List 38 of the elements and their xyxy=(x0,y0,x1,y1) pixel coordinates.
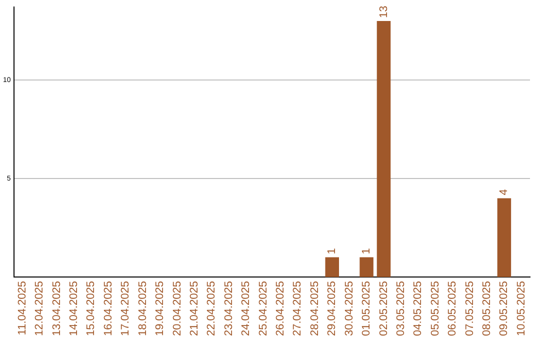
x-tick-label: 23.04.2025 xyxy=(222,280,235,336)
x-tick-label: 01.05.2025 xyxy=(360,280,373,336)
x-tick-label: 15.04.2025 xyxy=(85,280,98,336)
data-label: 4 xyxy=(498,189,510,196)
data-label: 1 xyxy=(326,248,338,254)
bar xyxy=(376,20,391,277)
x-tick-label: 25.04.2025 xyxy=(257,280,270,336)
x-tick-label: 02.05.2025 xyxy=(378,280,390,336)
x-tick-label: 16.04.2025 xyxy=(102,280,114,336)
x-tick-label: 17.04.2025 xyxy=(120,280,132,336)
bar xyxy=(325,257,339,277)
x-tick-label: 04.05.2025 xyxy=(412,280,424,336)
x-tick-label: 19.04.2025 xyxy=(154,280,166,336)
x-tick-label: 11.04.2025 xyxy=(16,280,28,336)
x-tick-label: 20.04.2025 xyxy=(171,280,184,336)
x-tick-label: 03.05.2025 xyxy=(394,280,407,336)
x-tick-label: 13.04.2025 xyxy=(50,280,63,336)
bar xyxy=(360,257,374,277)
bar xyxy=(497,198,512,277)
x-tick-label: 21.04.2025 xyxy=(188,280,200,336)
x-tick-label: 24.04.2025 xyxy=(240,280,252,336)
x-tick-label: 22.04.2025 xyxy=(206,280,218,336)
x-tick-label: 12.04.2025 xyxy=(34,280,46,336)
x-tick-label: 14.04.2025 xyxy=(68,280,80,336)
x-tick-label: 26.04.2025 xyxy=(274,280,287,336)
x-tick-label: 18.04.2025 xyxy=(136,280,149,336)
x-tick-label: 10.05.2025 xyxy=(515,280,528,336)
x-tick-label: 29.04.2025 xyxy=(326,280,338,336)
x-tick-label: 05.05.2025 xyxy=(429,280,442,336)
x-tick-label: 06.05.2025 xyxy=(446,280,459,336)
data-label: 13 xyxy=(378,6,390,18)
x-tick-label: 08.05.2025 xyxy=(481,280,494,336)
x-tick-label: 09.05.2025 xyxy=(498,280,510,336)
x-tick-label: 28.04.2025 xyxy=(308,280,321,336)
x-tick-label: 30.04.2025 xyxy=(343,280,356,336)
x-tick-label: 07.05.2025 xyxy=(464,280,476,336)
x-tick-label: 27.04.2025 xyxy=(292,280,304,336)
data-label: 1 xyxy=(360,248,373,254)
